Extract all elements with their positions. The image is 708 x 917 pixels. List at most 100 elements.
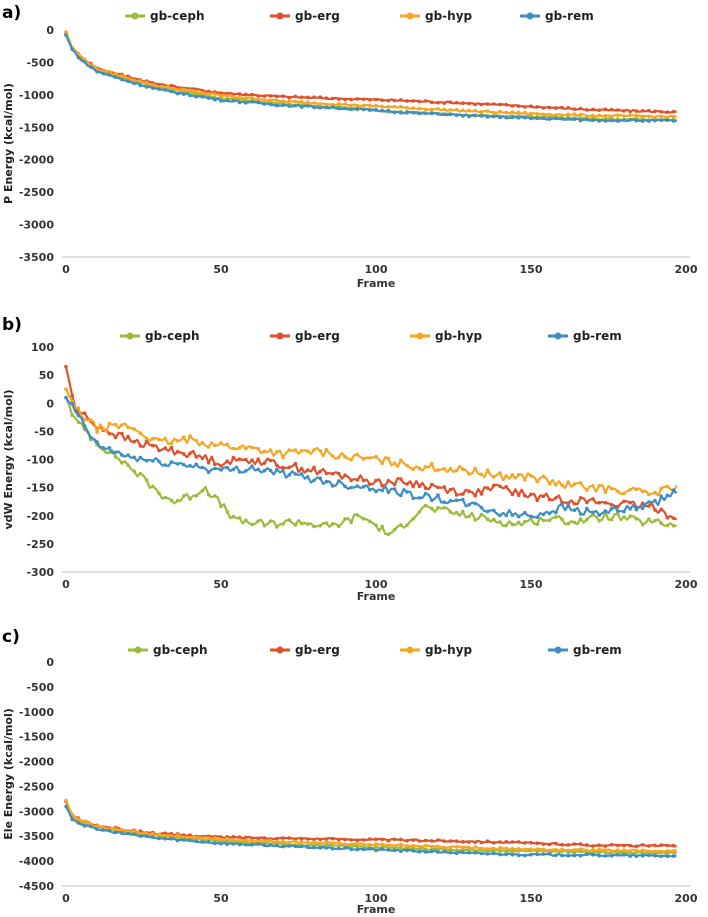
data-point-gb-hyp xyxy=(299,448,304,453)
data-point-gb-hyp xyxy=(337,455,341,460)
data-point-gb-rem xyxy=(126,79,130,83)
data-point-gb-rem xyxy=(318,106,323,110)
data-point-gb-ceph xyxy=(299,521,304,526)
data-point-gb-hyp xyxy=(368,103,372,107)
legend-swatch-marker xyxy=(416,332,424,340)
data-point-gb-ceph xyxy=(231,514,236,519)
data-point-gb-rem xyxy=(653,498,657,503)
data-point-gb-hyp xyxy=(423,464,428,469)
data-point-gb-erg xyxy=(343,837,347,842)
data-point-gb-hyp xyxy=(380,104,385,109)
data-point-gb-rem xyxy=(423,491,428,496)
data-point-gb-ceph xyxy=(572,520,577,525)
data-point-gb-hyp xyxy=(417,107,422,111)
data-point-gb-rem xyxy=(634,507,639,512)
data-point-gb-hyp xyxy=(281,455,285,460)
data-point-gb-hyp xyxy=(231,838,236,843)
data-point-gb-rem xyxy=(386,490,391,495)
data-point-gb-hyp xyxy=(355,842,360,846)
y-tick-label: -1000 xyxy=(19,706,55,719)
data-point-gb-hyp xyxy=(337,841,341,845)
data-point-gb-hyp xyxy=(293,448,298,452)
data-point-gb-rem xyxy=(622,853,626,857)
data-point-gb-erg xyxy=(640,501,645,506)
data-point-gb-erg xyxy=(628,500,632,505)
data-point-gb-ceph xyxy=(454,848,459,853)
data-point-gb-ceph xyxy=(417,510,422,514)
data-point-gb-ceph xyxy=(479,512,484,517)
data-point-gb-rem xyxy=(665,854,670,859)
data-point-gb-hyp xyxy=(516,472,521,477)
data-point-gb-hyp xyxy=(411,467,416,472)
data-point-gb-hyp xyxy=(572,482,577,486)
data-point-gb-erg xyxy=(622,499,626,504)
data-point-gb-erg xyxy=(330,96,335,101)
data-point-gb-erg xyxy=(436,838,440,842)
data-point-gb-erg xyxy=(374,837,378,841)
data-point-gb-erg xyxy=(386,98,391,103)
data-point-gb-rem xyxy=(516,116,521,120)
data-point-gb-ceph xyxy=(492,517,496,522)
data-point-gb-hyp xyxy=(405,844,409,848)
x-axis-label: Frame xyxy=(357,903,396,916)
data-point-gb-rem xyxy=(70,817,74,822)
data-point-gb-rem xyxy=(417,111,422,116)
data-point-gb-ceph xyxy=(461,509,465,514)
data-point-gb-ceph xyxy=(392,527,397,532)
y-tick-label: -500 xyxy=(26,56,54,69)
data-point-gb-hyp xyxy=(572,112,577,116)
data-point-gb-erg xyxy=(504,840,509,844)
data-point-gb-hyp xyxy=(349,457,354,462)
data-point-gb-erg xyxy=(671,109,676,114)
data-point-gb-rem xyxy=(665,118,670,122)
data-point-gb-rem xyxy=(138,83,143,88)
data-point-gb-hyp xyxy=(529,111,533,116)
data-point-gb-hyp xyxy=(603,114,608,118)
data-point-gb-rem xyxy=(151,835,155,839)
data-point-gb-rem xyxy=(547,511,552,516)
data-point-gb-rem xyxy=(547,117,552,121)
data-point-gb-hyp xyxy=(237,838,242,842)
data-point-gb-rem xyxy=(262,843,267,847)
data-point-gb-ceph xyxy=(163,495,167,500)
legend-label: gb-erg xyxy=(295,9,340,23)
data-point-gb-erg xyxy=(188,451,192,456)
data-point-gb-erg xyxy=(454,100,459,105)
data-point-gb-erg xyxy=(436,100,440,105)
data-point-gb-rem xyxy=(473,850,478,855)
data-point-gb-rem xyxy=(343,106,347,110)
data-point-gb-hyp xyxy=(95,430,99,434)
data-point-gb-hyp xyxy=(82,417,87,422)
data-point-gb-erg xyxy=(529,104,533,108)
data-point-gb-rem xyxy=(89,824,93,829)
data-point-gb-hyp xyxy=(268,838,273,843)
data-point-gb-erg xyxy=(182,452,186,456)
data-point-gb-rem xyxy=(349,485,354,490)
data-point-gb-rem xyxy=(405,110,409,114)
data-point-gb-rem xyxy=(585,852,589,856)
data-point-gb-ceph xyxy=(355,844,360,849)
data-point-gb-erg xyxy=(541,106,546,110)
data-point-gb-erg xyxy=(653,843,657,848)
data-point-gb-rem xyxy=(225,98,229,103)
data-point-gb-rem xyxy=(516,514,521,519)
data-point-gb-hyp xyxy=(163,436,167,441)
data-point-gb-erg xyxy=(343,97,347,102)
data-point-gb-rem xyxy=(262,102,267,106)
data-point-gb-rem xyxy=(250,100,254,104)
x-tick-label: 0 xyxy=(62,578,70,591)
data-point-gb-rem xyxy=(399,111,403,115)
data-point-gb-ceph xyxy=(504,523,509,528)
data-point-gb-rem xyxy=(454,498,459,503)
data-point-gb-hyp xyxy=(188,835,192,840)
data-point-gb-ceph xyxy=(411,517,416,521)
data-point-gb-rem xyxy=(355,847,360,852)
data-point-gb-ceph xyxy=(405,523,409,527)
data-point-gb-ceph xyxy=(262,523,267,528)
data-point-gb-rem xyxy=(634,854,639,859)
data-point-gb-rem xyxy=(200,840,205,844)
data-point-gb-hyp xyxy=(213,443,217,448)
data-point-gb-hyp xyxy=(665,849,670,853)
data-point-gb-erg xyxy=(547,497,552,502)
data-point-gb-rem xyxy=(101,71,105,76)
